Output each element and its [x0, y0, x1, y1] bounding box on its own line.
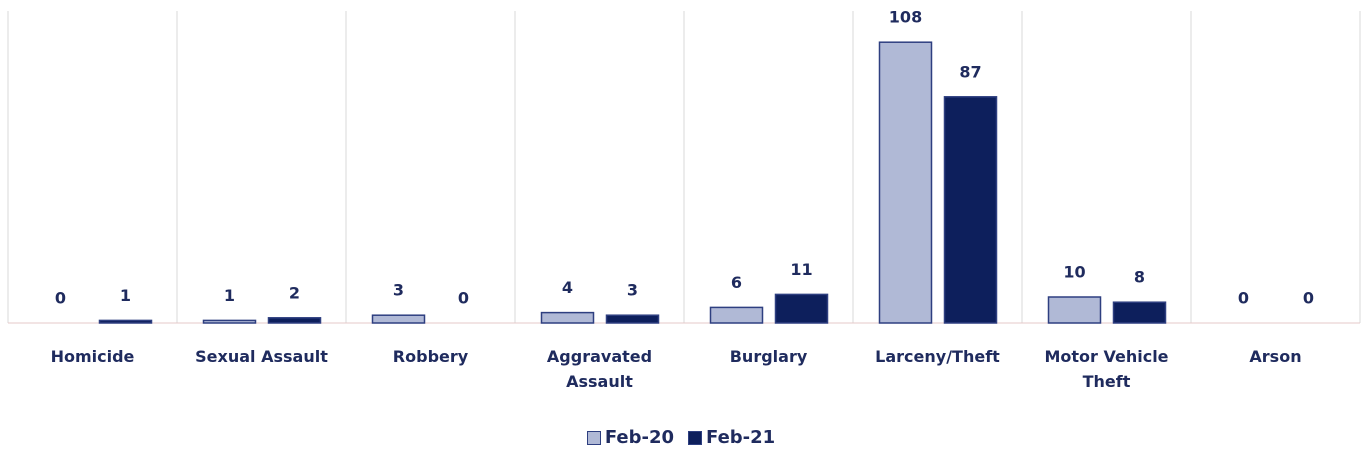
bar: [371, 314, 426, 324]
x-tick-label: Sexual Assault: [195, 347, 328, 366]
x-tick-label: Motor Vehicle Theft: [1044, 347, 1169, 391]
x-tick-label: Homicide: [50, 347, 135, 366]
x-tick-label: Burglary: [729, 347, 808, 366]
bar: [1112, 301, 1167, 324]
data-label: 6: [731, 273, 742, 292]
bar: [540, 311, 595, 324]
data-label: 1: [224, 286, 235, 305]
data-label: 108: [889, 8, 922, 27]
legend-label: Feb-21: [706, 427, 776, 448]
legend-label: Feb-20: [604, 427, 674, 448]
legend-swatch: [688, 430, 702, 445]
legend-item: Feb-21: [688, 427, 775, 448]
legend: Feb-20 Feb-21: [0, 427, 1362, 448]
bar: [1047, 296, 1102, 324]
data-label: 3: [393, 281, 404, 300]
data-label: 0: [55, 289, 66, 308]
data-label: 87: [959, 62, 981, 81]
data-label: 3: [627, 281, 638, 300]
legend-swatch: [586, 430, 601, 445]
x-tick-label: Larceny/Theft: [875, 347, 1000, 366]
data-label: 2: [289, 283, 300, 302]
bar: [774, 293, 829, 324]
bar: [709, 306, 764, 324]
data-label: 0: [458, 289, 469, 308]
x-tick-label: Robbery: [392, 347, 469, 366]
bar: [605, 314, 660, 324]
bar: [98, 319, 153, 324]
data-label: 4: [562, 278, 573, 297]
data-label: 0: [1303, 289, 1314, 308]
data-label: 8: [1134, 268, 1145, 287]
legend-item: Feb-20: [586, 427, 674, 448]
bar: [878, 41, 933, 324]
x-tick-label: Arson: [1249, 347, 1302, 366]
data-label: 0: [1238, 289, 1249, 308]
data-label: 10: [1063, 263, 1085, 282]
bar: [202, 319, 257, 324]
data-label: 11: [790, 260, 812, 279]
bar: [943, 96, 998, 324]
x-tick-label: Aggravated Assault: [546, 347, 653, 391]
bar: [267, 317, 322, 324]
data-label: 1: [120, 286, 131, 305]
